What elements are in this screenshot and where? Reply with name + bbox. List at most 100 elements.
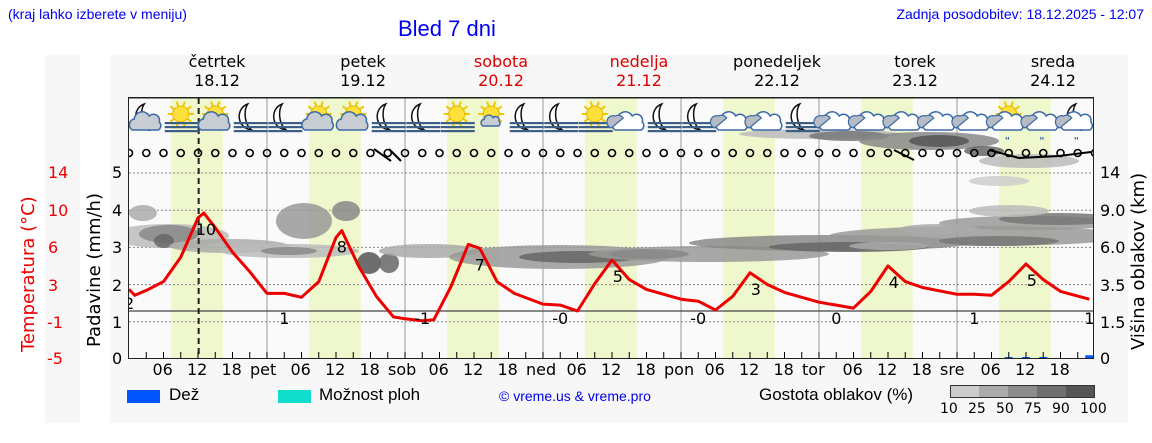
moon-fog-icon [406,102,441,133]
day-header-4: ponedeljek 22.12 [708,52,846,90]
sun-fog-icon [164,101,199,133]
moon-fog-icon [371,102,406,133]
day-header-1: petek 19.12 [294,52,432,90]
day-date: 23.12 [892,71,938,90]
wind-calm-icon [504,148,513,158]
day-name: četrtek [188,52,246,71]
cloud-height-tick: 3.5 [1100,276,1126,295]
cloud-height-tick: 9.0 [1100,201,1126,220]
wind-calm-icon [366,148,375,158]
wind-calm-icon [141,148,151,158]
x-tick-label: 12 [463,360,484,379]
cloud-density-blob [357,252,381,274]
wind-calm-icon [1004,148,1014,158]
moon-cloud-drizzle-icon: " [1054,102,1093,147]
cloud-icon [847,111,887,131]
x-tick-label: 18 [911,360,932,379]
cloud-density-tick: 50 [996,401,1014,417]
location-hint-link[interactable]: (kraj lahko izberete v meniju) [8,6,187,22]
day-date: 24.12 [1030,71,1076,90]
moon-cloud-icon [129,102,162,132]
wind-calm-icon [193,148,203,158]
temperature-tick: -5 [47,349,63,368]
wind-calm-icon [210,148,220,158]
wind-calm-icon [383,148,393,158]
wind-calm-icon [711,148,720,158]
wind-calm-icon [279,148,289,158]
temperature-annotation: -0 [690,309,706,328]
cloud-icon [813,111,852,131]
temperature-annotation: 2 [129,294,134,313]
cloud-height-tick: 6.0 [1100,238,1126,257]
wind-calm-icon [607,148,617,158]
cloud-icon [606,111,645,131]
wind-calm-icon [417,148,427,158]
day-date: 20.12 [478,71,524,90]
wind-calm-icon [969,148,979,158]
day-header-5: torek 23.12 [846,52,984,90]
copyright-link[interactable]: © vreme.us & vreme.pro [499,388,651,404]
precip-tick: 0 [112,349,123,368]
day-name: petek [340,52,386,71]
cloud-density-scale-border [950,385,1095,398]
day-name: torek [894,52,936,71]
x-tick-label: 18 [359,360,380,379]
svg-text:": " [1005,136,1010,147]
day-date: 18.12 [194,71,240,90]
x-tick-label: 12 [739,360,760,379]
cloud-icon [916,111,956,131]
cloud-density-blob [899,224,979,234]
daylight-band [446,98,499,358]
temperature-annotation: 1 [1084,309,1094,328]
wind-calm-icon [228,148,237,158]
precip-axis-title: Padavine (mm/h) [84,193,105,347]
wind-calm-icon [297,148,306,158]
x-tick-label: 18 [773,360,794,379]
cloud-icon [709,111,749,131]
cloud-density-blob [609,249,689,259]
temperature-annotation: 0 [831,309,841,328]
temperature-tick: -1 [47,313,63,332]
cloud-density-tick: 75 [1024,401,1042,417]
precip-tick: 1 [112,313,123,332]
moon-fog-icon [647,102,682,133]
x-tick-label: ned [526,360,557,379]
cloud-density-blob [969,205,1049,217]
wind-calm-icon [314,148,324,158]
wind-calm-icon [780,148,789,158]
cloud-density-swatch [979,385,1008,398]
cloud-density-swatch [950,385,979,398]
sun-cloud-drizzle-icon: " [985,101,1025,147]
cloud-height-axis-title: Višina oblakov (km) [1128,172,1149,350]
temperature-annotation: -1 [414,309,430,328]
temperature-annotation: 5 [613,267,623,286]
temperature-annotation: 5 [1027,271,1037,290]
moon-fog-icon [233,102,268,133]
cloud-density-blob [979,154,1079,168]
wind-calm-icon [555,148,565,158]
rain-swatch [127,390,160,403]
x-tick-label: 12 [877,360,898,379]
x-tick-label: 06 [152,360,173,379]
cloud-density-blob [129,205,157,221]
temperature-line [129,211,1090,323]
wind-barb-icon [893,149,915,161]
sun-fog-icon [440,101,475,133]
wind-calm-icon [693,148,703,158]
day-date: 22.12 [754,71,800,90]
wind-calm-icon [883,148,893,158]
temperature-annotation: 7 [475,255,485,274]
moon-fog-icon [682,102,717,133]
cloud-height-tick: 1.5 [1100,313,1126,332]
day-date: 19.12 [340,71,386,90]
moon-fog-icon [544,102,579,133]
wind-calm-icon [331,148,341,158]
wind-calm-icon [538,148,548,158]
x-tick-label: pon [664,360,695,379]
cloud-density-swatch [1066,385,1095,398]
cloud-density-blob [939,236,1059,246]
x-tick-label: 12 [325,360,346,379]
cloud-height-tick: 14 [1100,163,1121,182]
showers-swatch [278,390,311,403]
wind-calm-icon [521,148,531,158]
